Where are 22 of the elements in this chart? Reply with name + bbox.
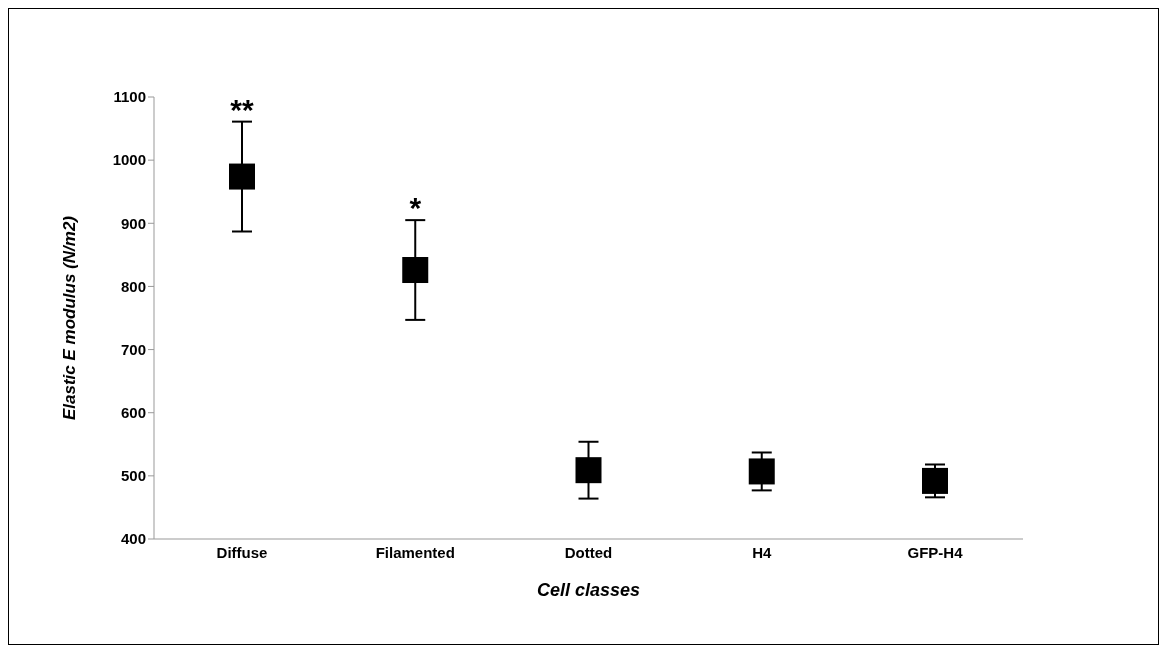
point	[575, 457, 602, 484]
point	[748, 458, 775, 485]
y-tick-label: 800	[120, 277, 146, 295]
point	[922, 467, 948, 494]
x-tick-label: Filamented	[375, 543, 455, 561]
y-axis-title: Elastic E modulus (N/m2)	[60, 215, 80, 421]
x-tick-label: GFP-H4	[907, 543, 964, 561]
x-tick-label: Dotted	[564, 543, 613, 561]
x-tick-label: Diffuse	[216, 543, 268, 561]
annotation: **	[230, 92, 254, 126]
y-tick-label: 700	[120, 340, 146, 358]
y-tick-label: 1100	[113, 88, 146, 106]
x-tick-label: H4	[752, 543, 772, 561]
y-tick-label: 900	[120, 214, 146, 232]
x-axis-title: Cell classes	[536, 580, 641, 600]
annotation: *	[409, 191, 422, 225]
y-tick-label: 400	[120, 530, 146, 548]
y-tick-label: 500	[120, 467, 146, 485]
point	[402, 257, 429, 284]
point	[229, 163, 255, 190]
y-tick-label: 600	[120, 404, 146, 422]
y-tick-label: 1000	[112, 151, 146, 169]
